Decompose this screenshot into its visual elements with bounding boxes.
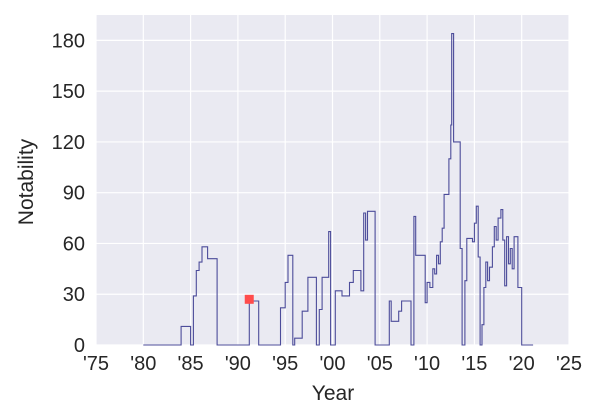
x-tick-label: '00 — [319, 353, 345, 375]
y-tick-label: 180 — [52, 30, 85, 52]
x-tick-label: '25 — [556, 353, 582, 375]
y-tick-label: 120 — [52, 132, 85, 154]
x-tick-label: '90 — [225, 353, 251, 375]
x-tick-label: '95 — [272, 353, 298, 375]
x-axis-label: Year — [312, 382, 354, 405]
y-tick-label: 0 — [74, 335, 85, 357]
y-tick-label: 90 — [63, 183, 85, 205]
x-tick-label: '05 — [367, 353, 393, 375]
grid-lines — [95, 15, 570, 346]
x-tick-label: '80 — [130, 353, 156, 375]
notability-line — [143, 33, 534, 346]
y-tick-label: 150 — [52, 81, 85, 103]
x-tick-labels: '75 '80 '85 '90 '95 '00 '05 '10 '15 '20 '25 — [83, 353, 582, 375]
y-tick-labels: 0 30 60 90 120 150 180 — [52, 30, 85, 357]
markers — [244, 294, 254, 304]
series-lines — [143, 33, 534, 346]
x-tick-label: '15 — [461, 353, 487, 375]
x-tick-label: '85 — [178, 353, 204, 375]
y-axis-label: Notability — [15, 138, 38, 225]
highlight-marker — [244, 294, 254, 304]
y-tick-label: 60 — [63, 233, 85, 255]
y-tick-label: 30 — [63, 284, 85, 306]
x-tick-label: '20 — [509, 353, 535, 375]
x-tick-label: '10 — [414, 353, 440, 375]
x-tick-label: '75 — [83, 353, 109, 375]
